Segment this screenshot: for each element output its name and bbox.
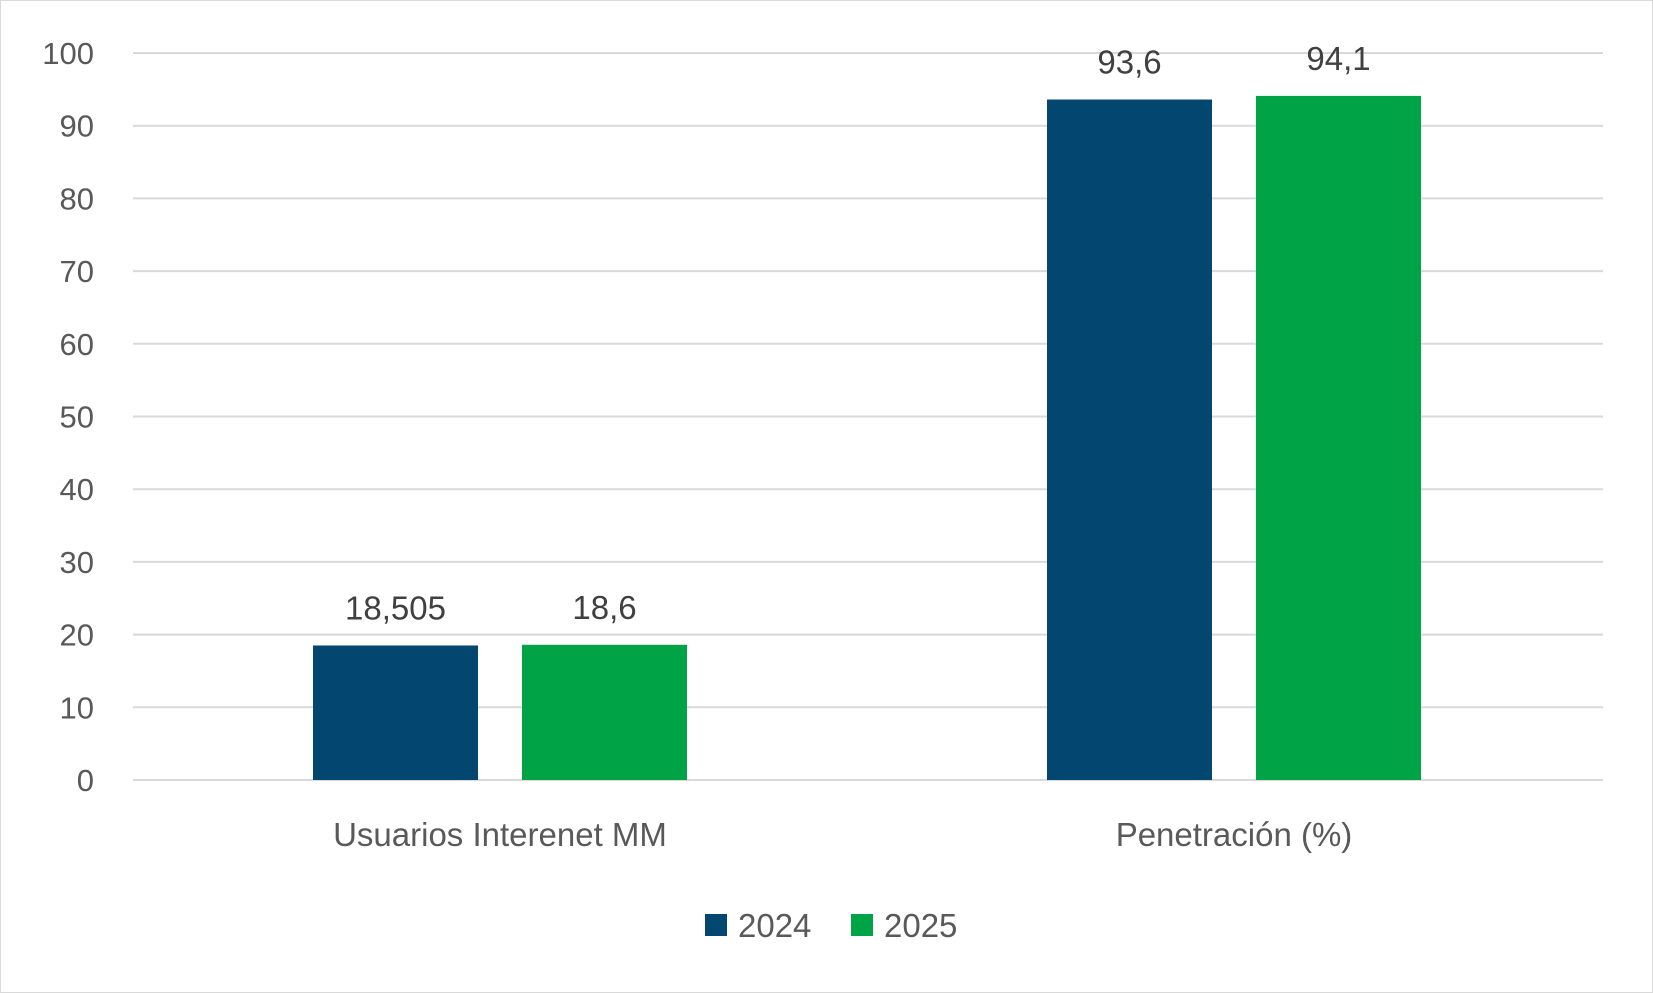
x-axis-categories: Usuarios Interenet MM Penetración (%) — [333, 816, 1352, 853]
y-tick-label: 60 — [60, 327, 94, 362]
data-label-2025-1: 94,1 — [1306, 40, 1370, 77]
y-tick-label: 0 — [77, 763, 94, 798]
legend-swatch-2025 — [851, 914, 873, 936]
data-label-2024-1: 93,6 — [1097, 44, 1161, 81]
legend: 2024 2025 — [705, 907, 957, 944]
y-tick-label: 100 — [42, 36, 94, 71]
y-tick-label: 20 — [60, 618, 94, 653]
bar-2024-0 — [313, 645, 478, 780]
y-axis-ticks: 0 10 20 30 40 50 60 70 80 90 100 — [42, 36, 94, 798]
x-category-label: Usuarios Interenet MM — [333, 816, 667, 853]
y-tick-label: 10 — [60, 690, 94, 725]
y-tick-label: 80 — [60, 181, 94, 216]
y-tick-label: 30 — [60, 545, 94, 580]
legend-label-2024: 2024 — [738, 907, 811, 944]
data-label-2025-0: 18,6 — [572, 589, 636, 626]
bar-2025-1 — [1256, 95, 1421, 780]
bars — [313, 95, 1421, 780]
legend-label-2025: 2025 — [884, 907, 957, 944]
data-labels: 18,505 18,6 93,6 94,1 — [345, 40, 1371, 627]
x-category-label: Penetración (%) — [1116, 816, 1353, 853]
y-tick-label: 40 — [60, 472, 94, 507]
bar-2024-1 — [1047, 99, 1212, 780]
y-tick-label: 50 — [60, 400, 94, 435]
y-tick-label: 70 — [60, 254, 94, 289]
y-tick-label: 90 — [60, 109, 94, 144]
data-label-2024-0: 18,505 — [345, 589, 446, 626]
legend-swatch-2024 — [705, 914, 727, 936]
bar-2025-0 — [522, 644, 687, 780]
